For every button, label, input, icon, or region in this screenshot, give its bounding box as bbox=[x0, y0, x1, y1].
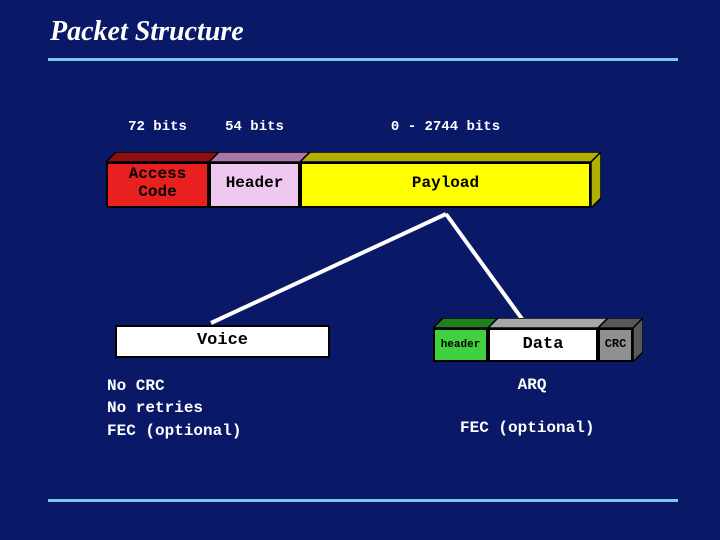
segment-label: Header bbox=[209, 175, 300, 193]
branch-lines bbox=[0, 0, 720, 540]
data-segment-label: header bbox=[433, 339, 488, 351]
segment-label: Payload bbox=[300, 175, 591, 193]
data-segment-label: CRC bbox=[598, 338, 633, 351]
title-underline bbox=[48, 58, 678, 61]
data-notes: ARQ FEC (optional) bbox=[460, 375, 594, 440]
voice-label: Voice bbox=[115, 332, 330, 351]
page-title: Packet Structure bbox=[50, 16, 244, 48]
segment-label: AccessCode bbox=[106, 166, 209, 201]
data-segment-label: Data bbox=[488, 336, 598, 355]
bits-label: 54 bits bbox=[209, 119, 300, 135]
bottom-line bbox=[48, 499, 678, 502]
voice-notes: No CRC No retries FEC (optional) bbox=[107, 375, 241, 442]
bits-label: 0 - 2744 bits bbox=[300, 119, 591, 135]
bits-label: 72 bits bbox=[106, 119, 209, 135]
